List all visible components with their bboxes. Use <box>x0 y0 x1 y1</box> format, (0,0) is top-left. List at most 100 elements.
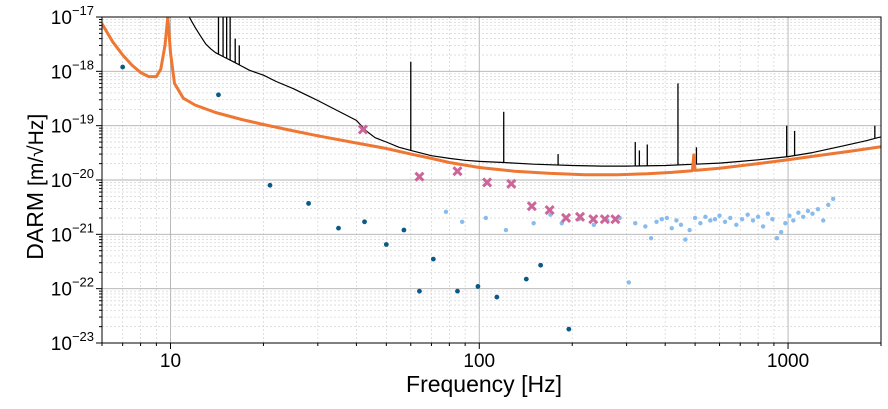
plot-area <box>102 17 881 332</box>
dark-data-point <box>336 225 341 231</box>
y-axis-label: DARM [m/√Hz] <box>22 114 48 260</box>
light-data-point <box>698 221 703 226</box>
x-tick-label: 10 <box>160 351 181 372</box>
x-marker <box>588 214 599 225</box>
x-marker-stroke <box>526 201 537 212</box>
light-data-point <box>787 213 792 218</box>
light-data-point <box>692 215 698 221</box>
light-data-point <box>815 207 821 212</box>
dark-data-point <box>362 219 367 225</box>
light-data-point <box>459 219 465 225</box>
dark-data-point <box>383 242 389 247</box>
x-marker <box>610 214 621 225</box>
light-data-point <box>659 216 664 222</box>
dark-data-point <box>401 227 407 233</box>
light-data-point <box>783 221 788 226</box>
dark-data-point <box>523 276 529 282</box>
light-data-point <box>674 218 679 223</box>
x-marker <box>574 211 586 222</box>
dark-data-point <box>566 326 572 332</box>
x-marker-stroke <box>599 214 610 225</box>
y-tick-label: 10−21 <box>51 220 94 246</box>
dark-data-point <box>494 294 500 300</box>
model-curve <box>102 17 881 177</box>
dark-data-point <box>475 284 481 289</box>
x-marker <box>560 212 572 224</box>
x-marker-stroke <box>357 124 369 135</box>
light-data-point <box>734 222 739 227</box>
x-marker-stroke <box>610 214 621 225</box>
light-data-point <box>805 208 811 214</box>
light-data-point <box>750 218 756 223</box>
light-data-point <box>830 196 836 202</box>
x-marker-stroke <box>452 166 463 177</box>
light-data-point <box>778 229 784 235</box>
x-marker <box>482 177 493 188</box>
x-marker <box>452 166 463 177</box>
light-data-point <box>708 218 713 223</box>
y-tick-label: 10−18 <box>51 57 94 83</box>
x-tick-label: 100 <box>463 351 495 372</box>
x-marker <box>526 201 537 212</box>
y-tick-label: 10−19 <box>51 112 94 138</box>
x-tick-label: 1000 <box>767 351 809 372</box>
y-axis-unit: [m/√Hz] <box>25 114 48 186</box>
light-data-point <box>591 222 597 227</box>
light-data-point <box>826 202 831 207</box>
light-data-point <box>791 218 796 223</box>
x-marker <box>544 204 555 216</box>
dark-data-point <box>455 288 460 294</box>
grid <box>101 17 882 344</box>
light-data-point <box>774 235 780 241</box>
x-marker-stroke <box>544 204 555 216</box>
light-data-point <box>810 211 815 216</box>
light-data-point <box>643 224 648 229</box>
light-data-point <box>728 215 733 221</box>
light-data-point <box>801 214 806 220</box>
light-data-point <box>739 216 745 222</box>
light-data-point <box>648 235 654 241</box>
dark-data-point <box>430 256 436 262</box>
x-marker <box>357 124 369 135</box>
x-axis-label: Frequency [Hz] <box>406 371 562 397</box>
light-data-point <box>770 216 775 222</box>
light-data-point <box>683 237 688 242</box>
dark-data-point <box>216 92 221 98</box>
x-marker-stroke <box>482 177 493 188</box>
light-data-point <box>443 209 449 214</box>
light-data-point <box>669 225 674 231</box>
x-marker-stroke <box>574 211 586 222</box>
light-data-point <box>717 213 722 218</box>
measured-spectrum-line <box>188 17 881 167</box>
dark-data-point <box>306 201 311 206</box>
x-marker-stroke <box>560 212 572 224</box>
y-tick-label: 10−23 <box>51 329 94 355</box>
light-data-point <box>796 210 801 215</box>
dark-data-point <box>417 288 422 294</box>
light-data-point <box>678 222 684 227</box>
axes: 10 100 1000 10−17 10−18 10−19 10−20 10−21 10−22 1… <box>51 3 882 372</box>
light-data-point <box>745 212 750 217</box>
x-marker-stroke <box>506 178 517 189</box>
x-marker <box>599 214 610 225</box>
y-axis-label-text: DARM <box>22 192 48 260</box>
x-marker <box>506 178 517 189</box>
x-marker <box>414 171 425 182</box>
light-data-point <box>687 227 692 233</box>
x-marker-stroke <box>414 171 425 182</box>
y-tick-label: 10−20 <box>51 166 94 192</box>
x-marker-stroke <box>588 214 599 225</box>
y-tick-label: 10−17 <box>51 3 94 29</box>
light-data-point <box>722 219 728 225</box>
dark-data-point <box>538 262 544 268</box>
light-data-point <box>712 216 718 222</box>
light-data-point <box>755 214 761 220</box>
light-data-point <box>760 224 766 229</box>
dark-data-point <box>120 64 126 70</box>
light-data-point <box>703 214 708 220</box>
light-data-point <box>654 219 659 225</box>
light-data-point <box>503 227 509 233</box>
light-data-point <box>664 215 670 221</box>
